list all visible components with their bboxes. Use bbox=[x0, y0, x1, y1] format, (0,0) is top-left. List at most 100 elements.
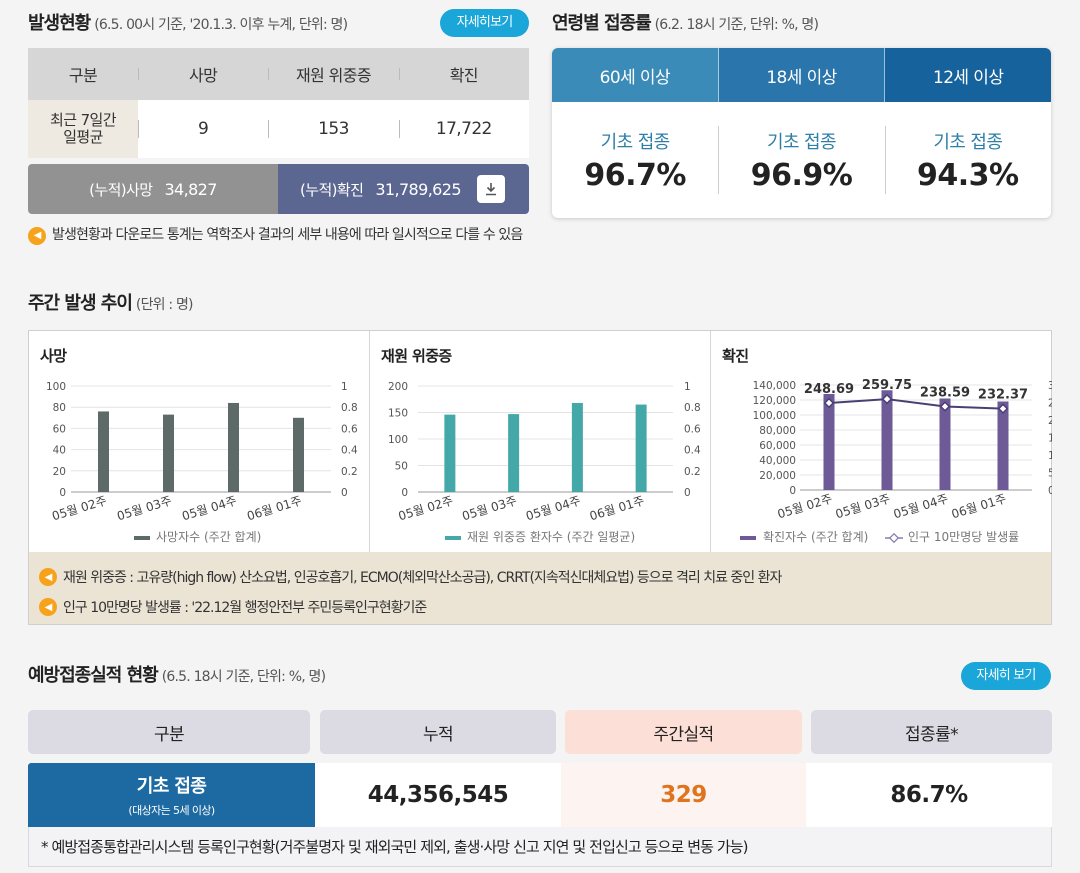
chart-panel-confirmed: 확진 0 20,000 40,000 60,000 80,000 100,000 120,0… bbox=[710, 331, 1068, 552]
trend-title: 주간 발생 추이 (단위 : 명) bbox=[28, 289, 193, 315]
y-tick-label: 60,000 bbox=[759, 440, 796, 452]
header-critical: 재원 위중증 bbox=[268, 48, 398, 100]
cumulative-confirmed-label: (누적)확진 bbox=[300, 180, 364, 199]
x-tick-label: 05월 02주 bbox=[776, 491, 834, 521]
cumulative-death-label: (누적)사망 bbox=[89, 180, 153, 199]
y2-tick-label: 0 bbox=[341, 487, 348, 499]
y2-tick-label: 0.6 bbox=[684, 423, 701, 435]
legend-marker bbox=[888, 532, 900, 544]
perf-rate-value: 86.7% bbox=[890, 782, 968, 808]
y2-tick-label: 50 bbox=[1048, 468, 1052, 480]
y2-tick-label: 250 bbox=[1048, 398, 1052, 410]
trend-title-text: 주간 발생 추이 bbox=[28, 293, 133, 314]
bar bbox=[228, 402, 239, 492]
download-button[interactable] bbox=[477, 175, 505, 203]
data-label: 248.69 bbox=[804, 382, 854, 397]
status-title-text: 발생현황 bbox=[28, 13, 91, 34]
bar bbox=[444, 414, 456, 492]
x-tick-label: 05월 03주 bbox=[115, 493, 173, 523]
tab-age-12[interactable]: 12세 이상 bbox=[884, 48, 1051, 102]
row-label: 최근 7일간 일평균 bbox=[28, 100, 138, 158]
perf-row-label-text: 기초 접종 bbox=[136, 776, 207, 797]
tab-age-18[interactable]: 18세 이상 bbox=[717, 48, 885, 102]
y-tick-label: 140,000 bbox=[753, 380, 796, 392]
y-tick-label: 0 bbox=[401, 487, 408, 499]
data-label: 259.75 bbox=[862, 378, 912, 393]
perf-header-rate: 접종률* bbox=[811, 710, 1052, 754]
y2-tick-label: 0.4 bbox=[341, 445, 358, 457]
y-tick-label: 0 bbox=[59, 487, 66, 499]
chart-confirmed: 0 20,000 40,000 60,000 80,000 100,000 120,000 1… bbox=[740, 378, 1068, 544]
y-tick-label: 40,000 bbox=[759, 455, 796, 467]
download-icon bbox=[486, 183, 496, 196]
y2-tick-label: 0.2 bbox=[684, 466, 701, 478]
x-tick-label: 05월 04주 bbox=[180, 493, 238, 523]
age-vax-box: 60세 이상 18세 이상 12세 이상 기초 접종 96.7% 기초 접종 9… bbox=[552, 48, 1051, 218]
status-notice: ◀ 발생현황과 다운로드 통계는 역학조사 결과의 세부 내용에 따라 일시적으… bbox=[28, 226, 528, 245]
trend-box: 사망 0 20 40 60 80 100 0 0.2 0.4 0.6 0.8 1 05월 02주 05월 … bbox=[28, 330, 1068, 625]
row-label-text: 최근 7일간 일평균 bbox=[50, 111, 117, 146]
bar bbox=[939, 398, 951, 490]
data-label: 232.37 bbox=[978, 388, 1028, 403]
y2-tick-label: 1 bbox=[341, 381, 348, 393]
chart-title-critical: 재원 위중증 bbox=[381, 347, 452, 365]
status-subtitle: (6.5. 00시 기준, '20.1.3. 이후 누계, 단위: 명) bbox=[94, 17, 348, 33]
age-cell-18: 기초 접종 96.9% bbox=[718, 102, 884, 218]
age-cell-value: 96.7% bbox=[584, 157, 686, 193]
cumulative-confirmed-value: 31,789,625 bbox=[375, 179, 461, 199]
line-point bbox=[997, 403, 1009, 414]
row-critical-value: 153 bbox=[268, 100, 398, 158]
performance-header: 구분 누적 주간실적 접종률* bbox=[28, 710, 1052, 754]
y-tick-label: 50 bbox=[395, 461, 408, 473]
header-category: 구분 bbox=[68, 66, 98, 85]
performance-detail-button[interactable]: 자세히 보기 bbox=[961, 662, 1051, 690]
y-tick-label: 0 bbox=[789, 485, 796, 497]
y-tick-label: 150 bbox=[388, 408, 408, 420]
y2-tick-label: 0.8 bbox=[684, 402, 701, 414]
perf-header-cumulative: 누적 bbox=[320, 710, 556, 754]
age-cell-60: 기초 접종 96.7% bbox=[552, 102, 718, 218]
perf-row-sublabel: (대상자는 5세 이상) bbox=[128, 804, 215, 817]
line-point bbox=[823, 397, 835, 409]
bar bbox=[508, 414, 520, 492]
age-values: 기초 접종 96.7% 기초 접종 96.9% 기초 접종 94.3% bbox=[552, 102, 1051, 218]
y-tick-label: 100 bbox=[388, 434, 408, 446]
chart-title-confirmed: 확진 bbox=[722, 347, 749, 365]
performance-table: 구분 누적 주간실적 접종률* 기초 접종 (대상자는 5세 이상) 44,35… bbox=[28, 710, 1052, 867]
y2-tick-label: 1 bbox=[684, 381, 691, 393]
age-cell-value: 94.3% bbox=[917, 157, 1019, 193]
series-line bbox=[828, 398, 1004, 410]
chart-panel-critical: 재원 위중증 0 50 100 150 200 0 0.2 0.4 0.6 0.8 1 05월 02주… bbox=[369, 331, 710, 552]
age-vax-subtitle: (6.2. 18시 기준, 단위: %, 명) bbox=[654, 17, 819, 33]
bar bbox=[881, 390, 893, 490]
trend-note-text: 인구 10만명당 발생률 : '22.12월 행정안전부 주민등록인구현황기준 bbox=[63, 600, 427, 616]
trend-note: ◀ 인구 10만명당 발생률 : '22.12월 행정안전부 주민등록인구현황기준 bbox=[39, 592, 1051, 622]
cumulative-confirmed: (누적)확진 31,789,625 bbox=[278, 164, 529, 214]
status-table-row: 최근 7일간 일평균 9 153 17,722 bbox=[28, 100, 529, 158]
y-tick-label: 100 bbox=[46, 381, 66, 393]
line-point bbox=[939, 401, 951, 412]
legend-label: 확진자수 (주간 합계) bbox=[763, 530, 868, 544]
trend-note: ◀ 재원 위중증 : 고유량(high flow) 산소요법, 인공호흡기, EC… bbox=[39, 562, 1051, 592]
status-detail-button[interactable]: 자세히보기 bbox=[440, 9, 529, 37]
bar bbox=[823, 394, 835, 490]
trend-subtitle: (단위 : 명) bbox=[135, 297, 194, 313]
performance-title-text: 예방접종실적 현황 bbox=[28, 665, 159, 686]
x-tick-label: 06월 01주 bbox=[950, 491, 1008, 521]
header-confirmed: 확진 bbox=[398, 48, 529, 100]
y-tick-label: 80,000 bbox=[759, 425, 796, 437]
age-cell-label: 기초 접종 bbox=[933, 131, 1003, 153]
perf-header-category: 구분 bbox=[28, 710, 310, 754]
y2-tick-label: 0.4 bbox=[684, 445, 701, 457]
line-point bbox=[881, 393, 893, 405]
bar bbox=[635, 404, 647, 492]
age-cell-label: 기초 접종 bbox=[600, 131, 671, 153]
performance-note: * 예방접종통합관리시스템 등록인구현황(거주불명자 및 재외국민 제외, 출생… bbox=[28, 827, 1052, 867]
bar bbox=[997, 401, 1009, 490]
y-tick-label: 120,000 bbox=[753, 395, 796, 407]
cumulative-row: (누적)사망 34,827 (누적)확진 31,789,625 bbox=[28, 164, 529, 214]
tab-age-60[interactable]: 60세 이상 bbox=[552, 48, 718, 102]
legend-swatch bbox=[740, 536, 756, 540]
y-tick-label: 200 bbox=[388, 381, 408, 393]
